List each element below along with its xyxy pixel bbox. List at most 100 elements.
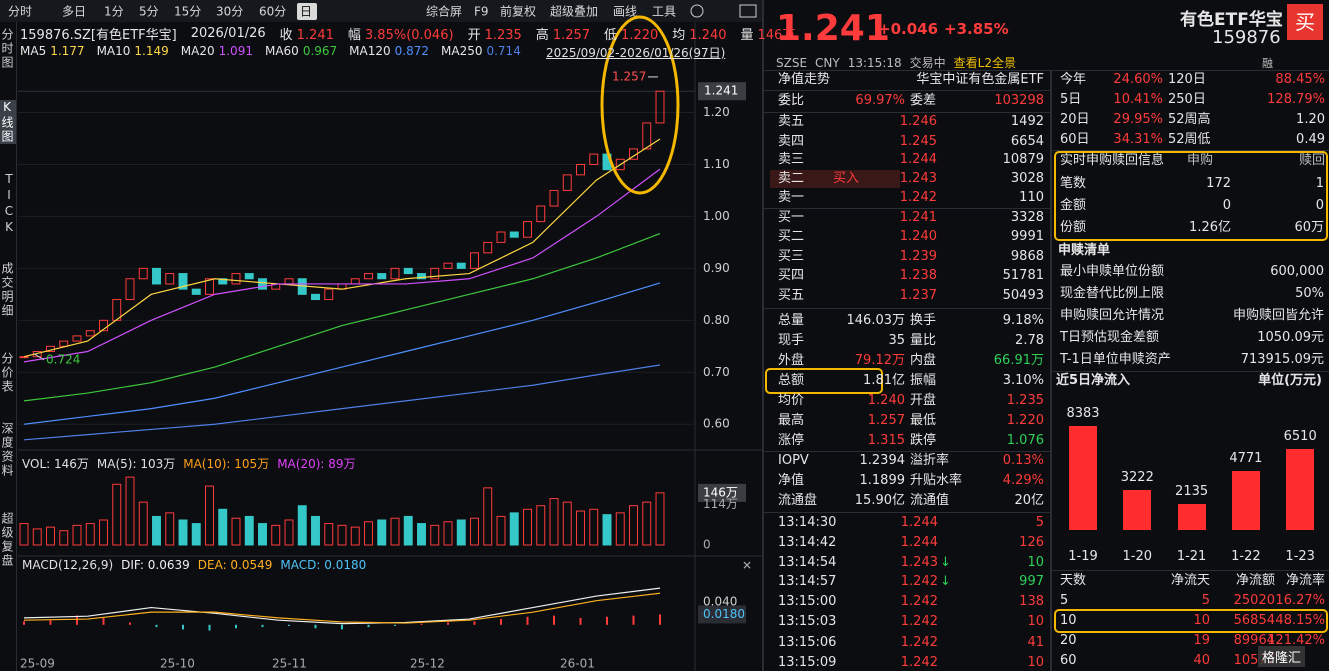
volume-bar bbox=[364, 521, 373, 546]
stat-label: 开盘 bbox=[910, 393, 937, 408]
candle bbox=[284, 278, 294, 285]
order-price: 1.246 bbox=[899, 114, 937, 129]
ma-item: MA120 0.872 bbox=[349, 44, 429, 58]
divider bbox=[764, 208, 1050, 209]
flow-col: 净流额 bbox=[1235, 573, 1275, 588]
change-pct: +3.85% bbox=[944, 20, 1009, 38]
candle bbox=[509, 231, 519, 238]
order-price: 1.237 bbox=[899, 288, 937, 303]
x-tick-label: 25-09 bbox=[20, 657, 55, 671]
volume-bar bbox=[536, 505, 546, 546]
stat-value: 128.79% bbox=[1267, 92, 1325, 107]
candle bbox=[152, 267, 161, 285]
flow-bar bbox=[1286, 449, 1315, 530]
ratio-label: 委比 bbox=[778, 93, 805, 108]
trade-time: 13:15:06 bbox=[778, 635, 837, 650]
side-tab: 深度资料 bbox=[0, 422, 14, 478]
flow-cell: 5 bbox=[1060, 593, 1069, 608]
tool-button: 画线 bbox=[613, 5, 637, 19]
candle bbox=[403, 267, 413, 275]
flow-title: 近5日净流入 bbox=[1056, 373, 1131, 388]
volume-bar bbox=[297, 505, 307, 546]
volume-bar bbox=[629, 505, 638, 546]
stat-label: 量比 bbox=[910, 333, 937, 348]
divider bbox=[1052, 371, 1329, 372]
stat-value: 146.03万 bbox=[846, 313, 906, 328]
order-price: 1.239 bbox=[899, 249, 937, 264]
y-tick-label: 0.040 bbox=[703, 594, 737, 608]
close-icon: ✕ bbox=[742, 559, 752, 573]
volume-bar bbox=[496, 515, 506, 546]
volume-bar bbox=[271, 524, 281, 546]
stat-label: 流通值 bbox=[910, 493, 950, 508]
candle bbox=[324, 288, 334, 301]
side-tab: 分价表 bbox=[0, 352, 14, 394]
volume-bar bbox=[178, 519, 188, 546]
pcf-label: 申购赎回允许情况 bbox=[1060, 308, 1165, 323]
volume-bar bbox=[59, 530, 69, 546]
candle bbox=[655, 90, 665, 124]
ratio-value: 69.97% bbox=[855, 93, 905, 108]
volume-bar bbox=[112, 483, 122, 546]
candle bbox=[430, 267, 440, 280]
stat-value: 66.91万 bbox=[993, 353, 1044, 368]
kline-panel: 分时 多日 1分 5分 15分 30分 60分日 综合屏 F9 前复权 超级叠加 画线 工具 1.20 1.… bbox=[0, 0, 762, 671]
order-label: 买五 bbox=[778, 288, 805, 303]
trade-price: 1.244 bbox=[900, 515, 938, 530]
volume-bar bbox=[642, 501, 652, 546]
fund-full-name: 华宝中证有色金属ETF bbox=[916, 72, 1044, 87]
ma-value: 1.091 bbox=[218, 44, 253, 58]
divider bbox=[1050, 70, 1052, 671]
info-value: 1.257 bbox=[552, 28, 591, 43]
candle bbox=[377, 273, 387, 280]
flow-value: 8383 bbox=[1066, 406, 1100, 421]
last-price-box bbox=[698, 82, 746, 101]
stat-label: 最高 bbox=[778, 413, 805, 428]
candle bbox=[456, 262, 466, 269]
stat-label: 跌停 bbox=[910, 433, 937, 448]
ma-name: MA250 bbox=[441, 44, 483, 58]
stat-label: 内盘 bbox=[910, 353, 937, 368]
diff-value: 103298 bbox=[994, 93, 1044, 108]
stat-label: 52周低 bbox=[1168, 132, 1211, 147]
ma-line bbox=[23, 168, 661, 363]
order-price: 1.242 bbox=[899, 190, 937, 205]
volume-bar bbox=[72, 524, 82, 546]
tool-button: F9 bbox=[474, 5, 489, 19]
ma-name: MA10 bbox=[96, 44, 131, 58]
candle bbox=[85, 330, 95, 337]
exchange: SZSE bbox=[776, 55, 808, 70]
stat-label: 52周高 bbox=[1168, 112, 1211, 127]
candle bbox=[523, 221, 532, 238]
divider bbox=[762, 0, 764, 671]
info-item: 均 1.240 bbox=[672, 24, 726, 43]
candle bbox=[125, 278, 135, 301]
info-item: 低 1.220 bbox=[604, 24, 658, 43]
volume-bar bbox=[509, 512, 519, 546]
order-label: 卖一 bbox=[778, 190, 805, 205]
ma-name: MA120 bbox=[349, 44, 391, 58]
y-tick-label: 1.00 bbox=[703, 209, 730, 223]
stat-label: 60日 bbox=[1060, 132, 1090, 147]
stat-value: 0.49 bbox=[1296, 132, 1325, 147]
info-value: 1.241 bbox=[296, 28, 334, 43]
info-item: 开 1.235 bbox=[468, 24, 522, 43]
candle bbox=[231, 273, 241, 285]
buy-button[interactable]: 买 bbox=[1287, 4, 1323, 40]
ma-line bbox=[23, 138, 661, 358]
candle bbox=[576, 163, 585, 176]
trade-time: 13:15:00 bbox=[778, 594, 837, 609]
stat-value: 0.13% bbox=[1002, 453, 1044, 468]
volume-bar bbox=[377, 519, 387, 546]
high-note: 1.257 bbox=[612, 69, 646, 83]
l2-link[interactable]: 查看L2全景 bbox=[953, 56, 1016, 70]
flow-category: 1-23 bbox=[1285, 549, 1315, 564]
order-volume: 51781 bbox=[1002, 268, 1044, 283]
candle bbox=[138, 267, 148, 280]
info-label: 高 bbox=[535, 28, 549, 43]
divider bbox=[764, 512, 1050, 513]
divider bbox=[764, 112, 1050, 113]
currency: CNY bbox=[815, 55, 840, 70]
candle bbox=[258, 278, 267, 290]
